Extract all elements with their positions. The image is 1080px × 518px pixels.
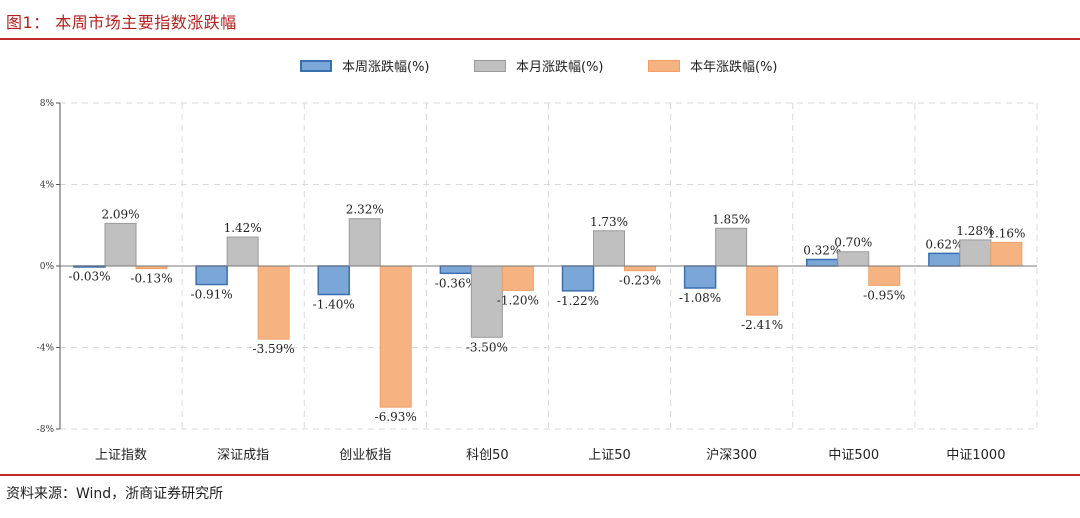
bar-month — [348, 218, 381, 267]
data-label-week: -0.36% — [435, 276, 477, 290]
x-category-label: 创业板指 — [339, 448, 391, 463]
figure-title: 图1： 本周市场主要指数涨跌幅 — [6, 13, 237, 32]
bar-month — [226, 236, 259, 267]
bar-month — [104, 222, 137, 267]
legend-item-year: 本年涨跌幅(%) — [648, 56, 778, 75]
data-label-month: 1.28% — [956, 224, 994, 238]
x-category-label: 中证1000 — [946, 448, 1005, 463]
legend-label-year: 本年涨跌幅(%) — [690, 60, 778, 75]
legend-item-month: 本月涨跌幅(%) — [474, 56, 604, 75]
x-category-label: 科创50 — [466, 448, 509, 463]
bar-year — [990, 241, 1023, 267]
bar-year — [746, 265, 779, 316]
bar-year — [501, 265, 534, 291]
data-label-year: -0.95% — [863, 288, 905, 302]
data-label-year: -1.20% — [497, 293, 539, 307]
bar-week — [928, 252, 961, 267]
data-label-year: -3.59% — [253, 342, 295, 356]
bar-week — [195, 265, 228, 286]
y-tick-label: -8% — [37, 425, 55, 435]
data-label-year: -2.41% — [741, 318, 783, 332]
data-label-year: -6.93% — [375, 410, 417, 424]
data-label-week: -0.91% — [191, 288, 233, 302]
bar-chart: -8% -4% 0% 4% 8% -0.03% -0.91% -1.40% -0.36% -1.2… — [37, 99, 1038, 463]
data-label-week: 0.32% — [803, 243, 841, 257]
bar-month — [959, 239, 992, 267]
bar-year — [624, 265, 656, 272]
data-label-week: -1.40% — [313, 298, 355, 312]
data-label-month: -3.50% — [466, 340, 508, 354]
bar-month — [715, 227, 748, 267]
bar-year — [379, 265, 412, 408]
bar-month — [470, 265, 503, 338]
chart-legend: 本周涨跌幅(%) 本月涨跌幅(%) 本年涨跌幅(%) — [0, 56, 1080, 78]
data-label-week: 0.62% — [925, 237, 963, 251]
bar-week — [317, 265, 350, 296]
data-label-week: -1.08% — [679, 291, 721, 305]
legend-swatch-week — [300, 59, 332, 72]
data-label-month: 1.42% — [224, 221, 262, 235]
bar-month — [593, 230, 625, 267]
x-category-label: 沪深300 — [706, 447, 757, 463]
source-note: 资料来源：Wind，浙商证券研究所 — [6, 486, 224, 502]
x-category-label: 上证指数 — [95, 448, 147, 463]
bar-week — [439, 265, 473, 275]
bar-month — [837, 251, 870, 267]
bar-year — [257, 265, 290, 340]
legend-label-week: 本周涨跌幅(%) — [342, 60, 430, 75]
top-divider — [0, 38, 1080, 40]
data-label-month: 2.32% — [346, 203, 384, 217]
y-tick-label: 8% — [40, 99, 55, 109]
bar-week — [683, 265, 717, 289]
y-tick-label: -4% — [37, 344, 55, 354]
bottom-divider — [0, 474, 1080, 476]
data-label-month: 1.85% — [712, 212, 750, 226]
y-tick-label: 4% — [40, 181, 55, 191]
legend-swatch-year — [648, 59, 680, 72]
data-label-year: -0.13% — [130, 272, 172, 286]
bar-year — [868, 265, 901, 286]
x-category-label: 深证成指 — [217, 448, 269, 463]
data-label-month: 0.70% — [834, 236, 872, 250]
data-label-week: -0.03% — [68, 270, 110, 284]
data-label-month: 2.09% — [101, 207, 139, 221]
x-category-label: 上证50 — [588, 448, 631, 463]
data-label-year: 1.16% — [987, 226, 1025, 240]
bar-week — [561, 265, 595, 292]
legend-item-week: 本周涨跌幅(%) — [300, 56, 430, 75]
x-category-label: 中证500 — [828, 448, 879, 463]
legend-swatch-month — [474, 59, 506, 72]
data-label-year: -0.23% — [619, 274, 661, 288]
data-label-week: -1.22% — [557, 294, 599, 308]
data-label-month: 1.73% — [590, 215, 628, 229]
legend-label-month: 本月涨跌幅(%) — [516, 60, 604, 75]
y-tick-label: 0% — [40, 262, 55, 272]
bar-week — [806, 258, 839, 267]
